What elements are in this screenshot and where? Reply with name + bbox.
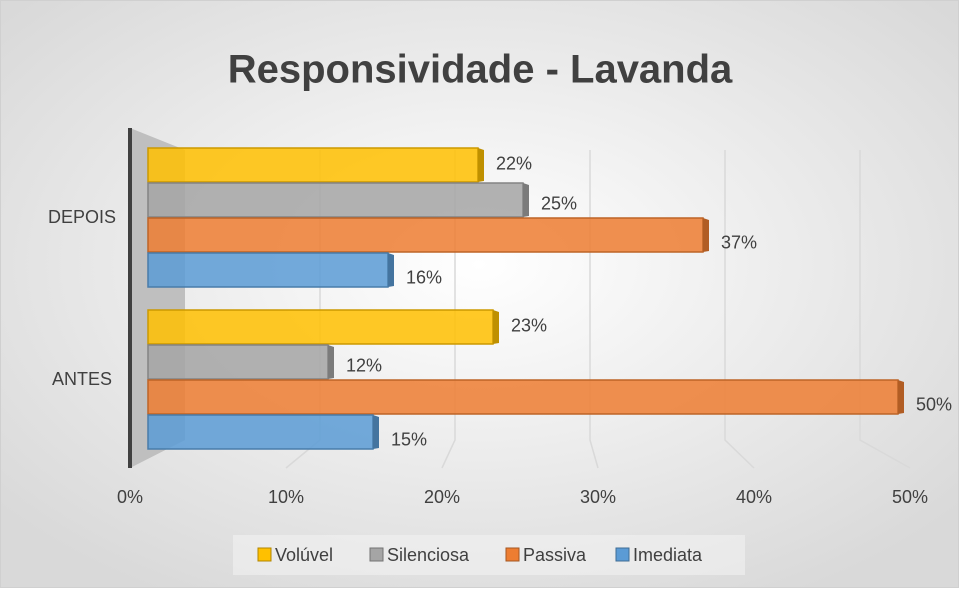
- y-tick-label: DEPOIS: [48, 207, 116, 227]
- bar-side: [493, 310, 499, 344]
- bar: [147, 147, 479, 183]
- bar: [147, 414, 374, 450]
- x-tick-label: 50%: [892, 487, 928, 507]
- x-tick-label: 20%: [424, 487, 460, 507]
- bar-side: [373, 415, 379, 449]
- legend-swatch: [369, 547, 384, 562]
- legend-swatch: [615, 547, 630, 562]
- y-tick-label: ANTES: [52, 369, 112, 389]
- bar: [147, 182, 524, 218]
- x-tick-label: 10%: [268, 487, 304, 507]
- legend-swatch: [257, 547, 272, 562]
- grid-line: [724, 150, 755, 469]
- bar-side: [388, 253, 394, 287]
- bar-side: [523, 183, 529, 217]
- bar-side: [898, 380, 904, 414]
- bar: [147, 379, 899, 415]
- x-tick-label: 30%: [580, 487, 616, 507]
- bar: [147, 344, 329, 380]
- data-label: 25%: [541, 193, 577, 213]
- legend-label: Passiva: [523, 545, 587, 565]
- bar: [147, 217, 704, 253]
- x-tick-label: 0%: [117, 487, 143, 507]
- data-label: 50%: [916, 394, 952, 414]
- bar: [147, 252, 389, 288]
- grid-line: [859, 150, 911, 469]
- legend-label: Volúvel: [275, 545, 333, 565]
- data-label: 22%: [496, 153, 532, 173]
- legend-label: Imediata: [633, 545, 703, 565]
- data-label: 23%: [511, 315, 547, 335]
- bar: [147, 309, 494, 345]
- bar-side: [478, 148, 484, 182]
- data-label: 16%: [406, 267, 442, 287]
- legend-box: [233, 535, 745, 575]
- data-label: 15%: [391, 429, 427, 449]
- bar-side: [328, 345, 334, 379]
- chart-title: Responsividade - Lavanda: [228, 48, 733, 92]
- data-label: 12%: [346, 355, 382, 375]
- data-label: 37%: [721, 232, 757, 252]
- legend-label: Silenciosa: [387, 545, 470, 565]
- x-tick-label: 40%: [736, 487, 772, 507]
- legend-swatch: [505, 547, 520, 562]
- bar-side: [703, 218, 709, 252]
